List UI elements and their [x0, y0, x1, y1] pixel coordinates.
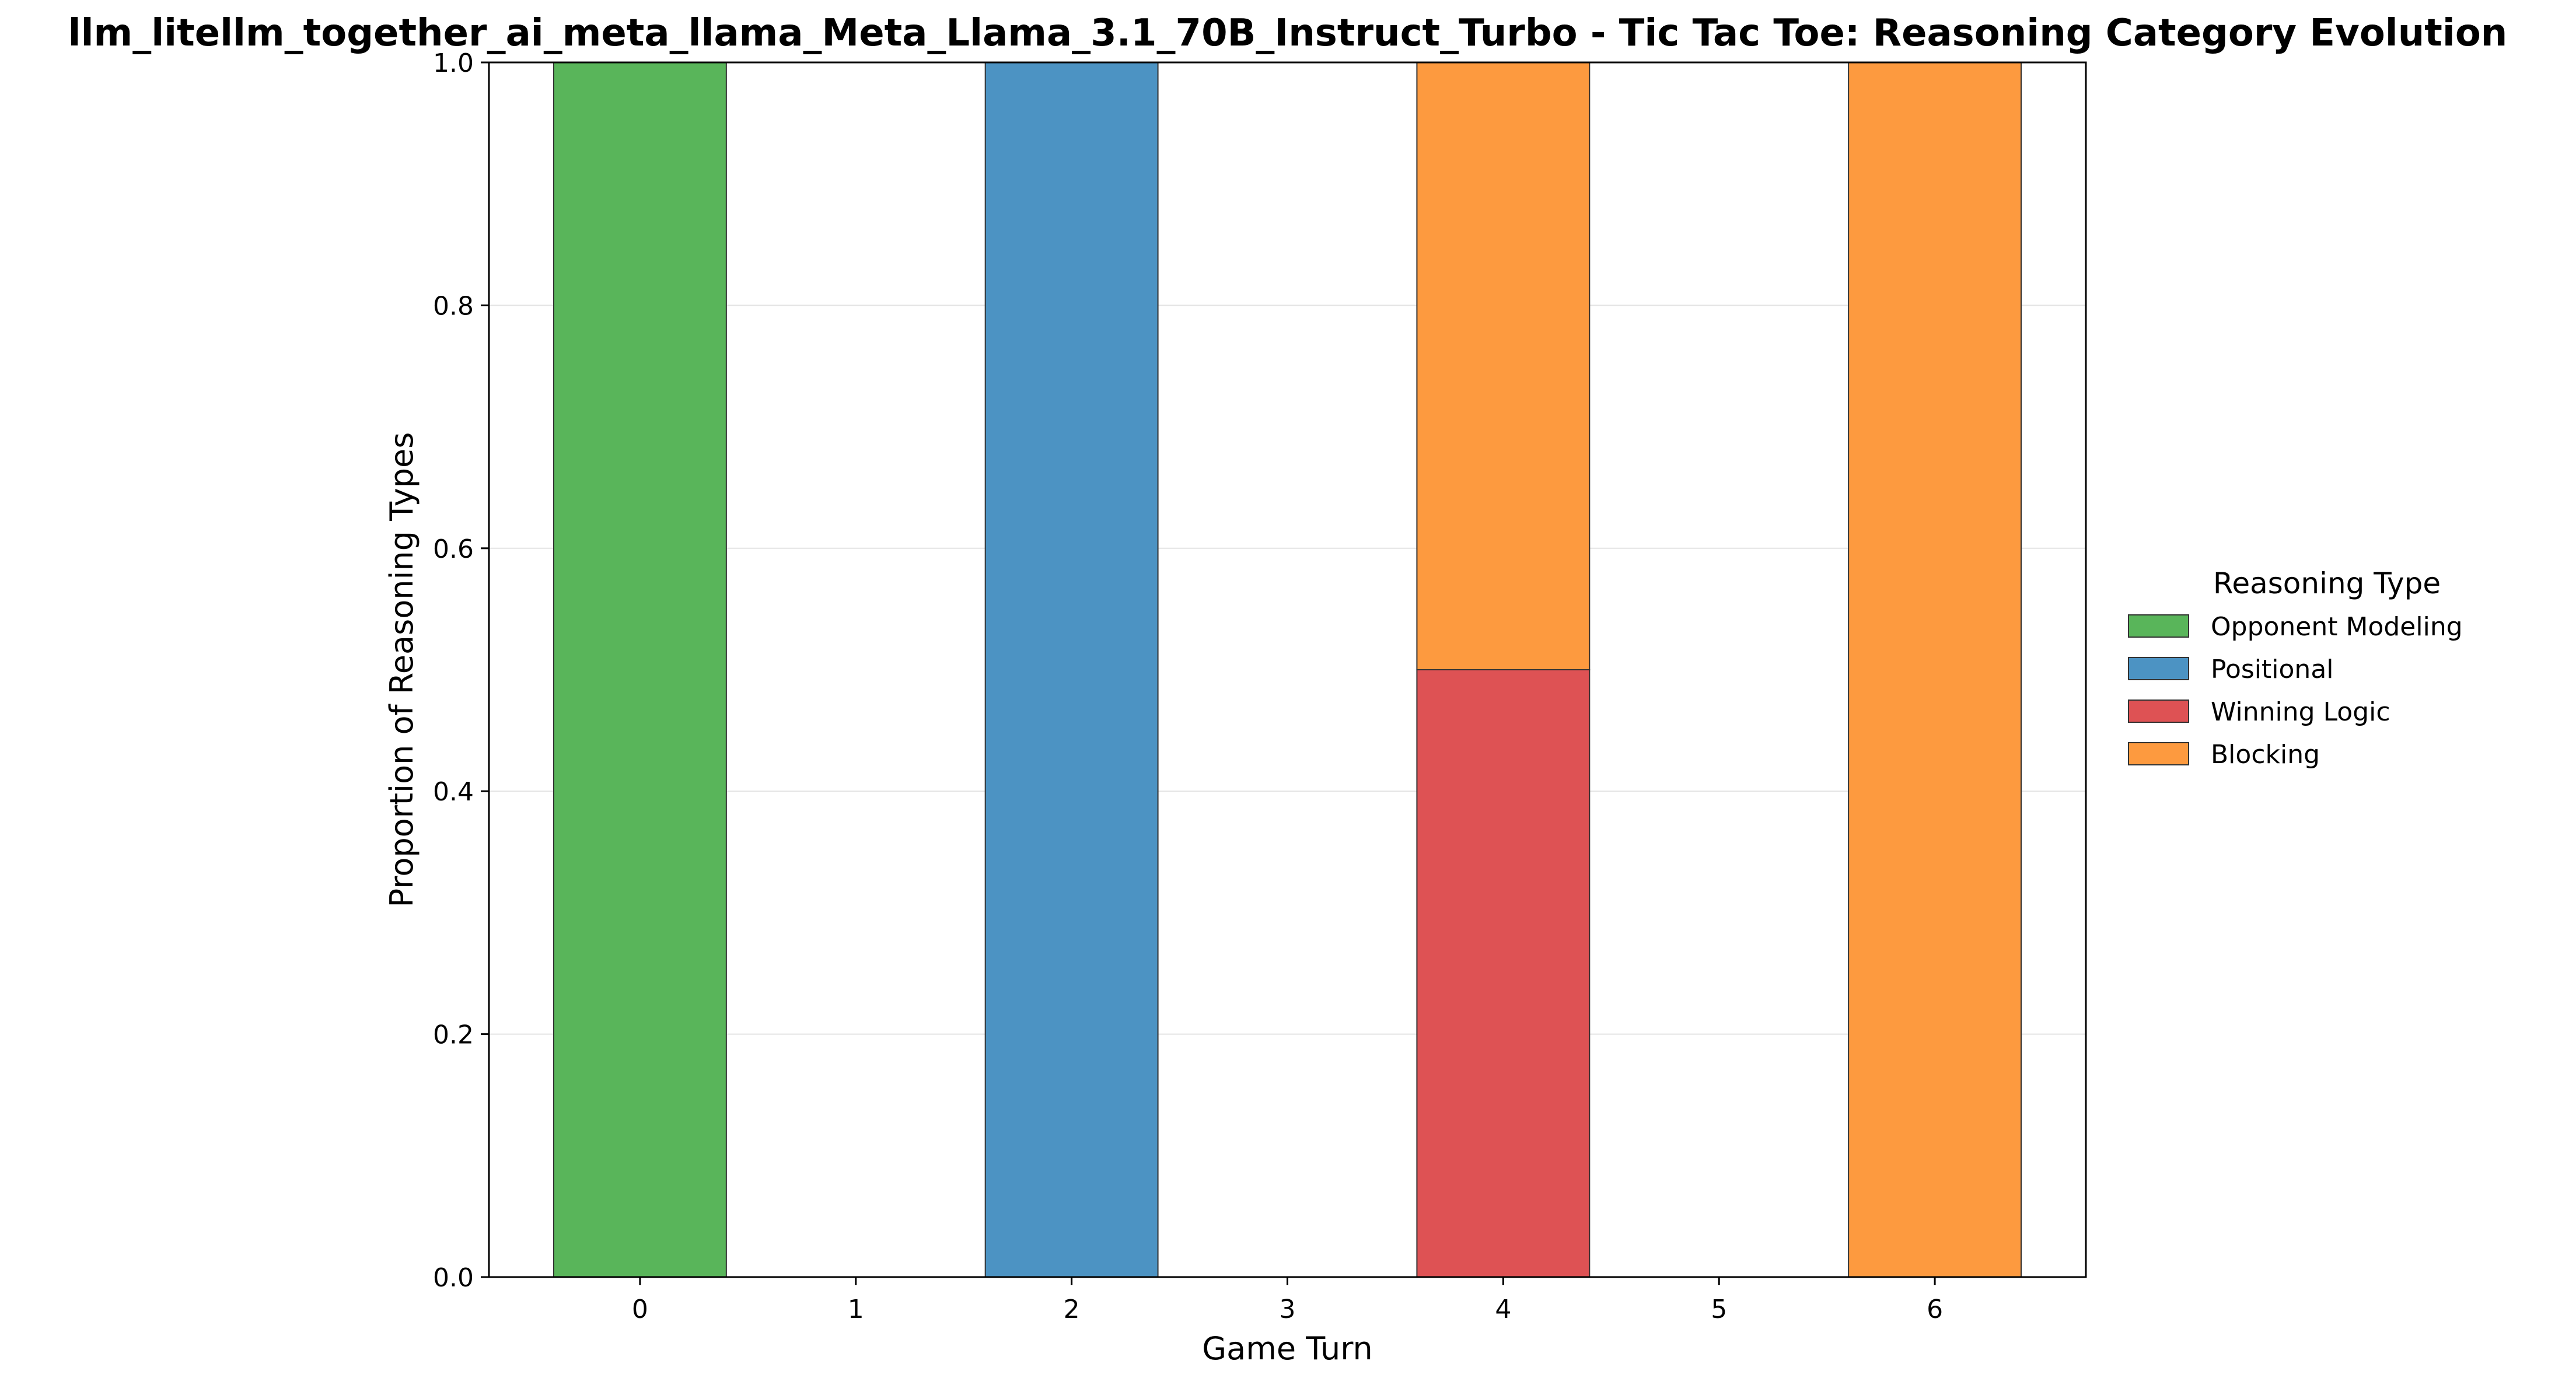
legend-label-blocking: Blocking	[2211, 740, 2320, 770]
legend-swatch-positional	[2128, 657, 2189, 680]
x-axis-label: Game Turn	[1202, 1330, 1372, 1367]
legend-items: Opponent Modeling Positional Winning Logic…	[2128, 612, 2463, 770]
legend-label-winning-logic: Winning Logic	[2211, 697, 2390, 727]
legend-swatch-blocking	[2128, 742, 2189, 765]
x-tick-label-5: 5	[1711, 1295, 1727, 1324]
bar-winning-logic-turn-4	[1416, 669, 1591, 1278]
legend-title: Reasoning Type	[2213, 566, 2441, 600]
y-tick-label-4: 0.8	[433, 291, 474, 321]
x-tick-label-1: 1	[848, 1295, 864, 1324]
y-tick-label-3: 0.6	[433, 534, 474, 564]
bar-blocking-turn-4	[1416, 62, 1591, 670]
x-tick-label-3: 3	[1280, 1295, 1296, 1324]
bar-blocking-turn-6	[1848, 62, 2022, 1278]
y-tick-label-5: 1.0	[433, 48, 474, 78]
y-tick-label-1: 0.2	[433, 1020, 474, 1050]
y-tick-label-2: 0.4	[433, 777, 474, 807]
legend-swatch-winning-logic	[2128, 700, 2189, 723]
legend-label-opponent-modeling: Opponent Modeling	[2211, 612, 2463, 642]
x-tick-label-2: 2	[1064, 1295, 1080, 1324]
legend-swatch-opponent-modeling	[2128, 614, 2189, 638]
chart-title: llm_litellm_together_ai_meta_llama_Meta_…	[68, 12, 2508, 55]
bar-opponent-modeling-turn-0	[553, 62, 727, 1278]
bar-positional-turn-2	[984, 62, 1159, 1278]
x-tick-label-0: 0	[632, 1295, 648, 1324]
legend: Reasoning Type Opponent Modeling Position…	[2128, 566, 2463, 770]
x-tick-label-6: 6	[1927, 1295, 1943, 1324]
bars-layer	[553, 62, 2022, 1278]
ticks-layer: 0 1 2 3 4 5 6 0.0 0.2 0.4 0.6 0.8 1.0	[433, 48, 1943, 1324]
y-axis-label: Proportion of Reasoning Types	[383, 432, 420, 908]
legend-label-positional: Positional	[2211, 655, 2334, 684]
y-tick-label-0: 0.0	[433, 1263, 474, 1293]
x-tick-label-4: 4	[1495, 1295, 1511, 1324]
